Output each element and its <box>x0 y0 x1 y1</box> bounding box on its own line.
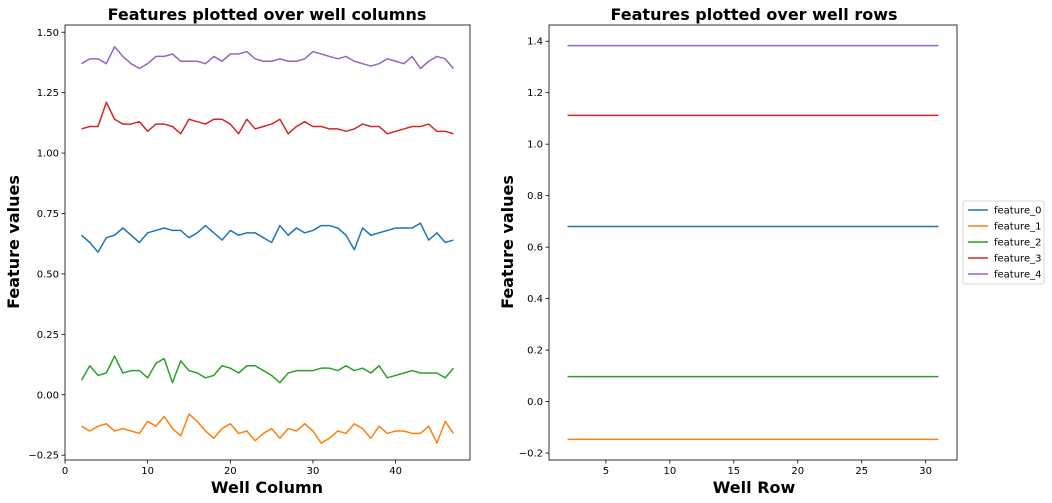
chart-columns-series-feature-2 <box>80 355 455 384</box>
legend-label-feature-2: feature_2 <box>994 238 1041 249</box>
chart-rows-y-tick-label: 1.0 <box>527 140 543 151</box>
chart-columns-x-tick-label: 40 <box>389 466 402 477</box>
chart-columns-frame <box>64 24 471 461</box>
chart-columns-x-axis-label: Well Column <box>211 478 323 497</box>
chart-columns-y-tick-label: 1.50 <box>37 28 59 39</box>
chart-columns-series-feature-1 <box>81 413 455 444</box>
legend: feature_0 feature_1 feature_2 feature_3feat… <box>962 200 1045 285</box>
chart-columns-series-feature-0 <box>81 222 454 253</box>
chart-rows-title: Features plotted over well rows <box>611 5 898 24</box>
chart-rows-y-tick-label: 1.4 <box>527 37 543 48</box>
chart-columns-y-tick-label: 0.75 <box>37 209 59 220</box>
chart-rows-y-tick-label: 0.6 <box>527 243 543 254</box>
chart-rows-y-tick-label: 0.2 <box>527 346 543 357</box>
chart-columns-y-tick-label: 0.00 <box>37 390 59 401</box>
chart-rows-y-tick-label: 1.2 <box>527 88 543 99</box>
chart-columns-y-tick-label: −0.25 <box>28 451 59 462</box>
chart-columns-title: Features plotted over well columns <box>108 5 427 24</box>
chart-columns-series-feature-3 <box>81 101 454 135</box>
chart-rows-y-tick-label: −0.2 <box>519 449 543 460</box>
chart-columns-y-tick-label: 0.50 <box>37 269 59 280</box>
chart-rows-x-axis-label: Well Row <box>713 478 796 497</box>
chart-rows-x-tick-label: 5 <box>603 466 609 477</box>
chart-rows-ticks: 5 10 15 20 25 30 −0.2 0.0 0.2 0.4 0.6 0.8 1.0 1.2 1.4 <box>519 37 932 477</box>
chart-columns: Features plotted over well columns Well … <box>4 5 471 497</box>
chart-rows-x-tick-label: 25 <box>855 466 868 477</box>
chart-rows-y-tick-label: 0.0 <box>527 397 543 408</box>
chart-columns-ticks: 0 10 20 30 40 −0.25 0.00 0.25 0.50 0.75 1.00 1.25 1.… <box>28 28 402 477</box>
chart-rows-y-axis-label: Feature values <box>498 175 517 309</box>
chart-columns-x-tick-label: 20 <box>224 466 237 477</box>
legend-label-feature-1: feature_1 <box>994 222 1041 233</box>
chart-rows-x-tick-label: 20 <box>791 466 804 477</box>
chart-columns-y-tick-label: 1.00 <box>37 149 59 160</box>
chart-columns-series-feature-4 <box>81 46 455 70</box>
chart-rows: Features plotted over well rows Well Row… <box>498 5 958 497</box>
chart-columns-y-axis-label: Feature values <box>4 175 23 309</box>
chart-columns-y-tick-label: 0.25 <box>37 330 59 341</box>
chart-rows-x-tick-label: 30 <box>919 466 932 477</box>
chart-rows-frame <box>548 24 958 461</box>
chart-columns-series <box>80 46 455 444</box>
chart-rows-y-tick-label: 0.8 <box>527 191 543 202</box>
chart-columns-x-tick-label: 10 <box>141 466 154 477</box>
legend-label-feature-4: feature_4 <box>994 270 1041 281</box>
chart-rows-series <box>567 44 939 441</box>
chart-rows-y-tick-label: 0.4 <box>527 294 543 305</box>
chart-columns-y-tick-label: 1.25 <box>37 88 59 99</box>
legend-box <box>962 200 1045 285</box>
chart-rows-x-tick-label: 15 <box>727 466 740 477</box>
legend-label-feature-3: feature_3 <box>994 254 1041 265</box>
legend-label-feature-0: feature_0 <box>994 206 1041 217</box>
chart-columns-x-tick-label: 0 <box>62 466 68 477</box>
chart-columns-x-tick-label: 30 <box>307 466 320 477</box>
chart-rows-x-tick-label: 10 <box>663 466 676 477</box>
